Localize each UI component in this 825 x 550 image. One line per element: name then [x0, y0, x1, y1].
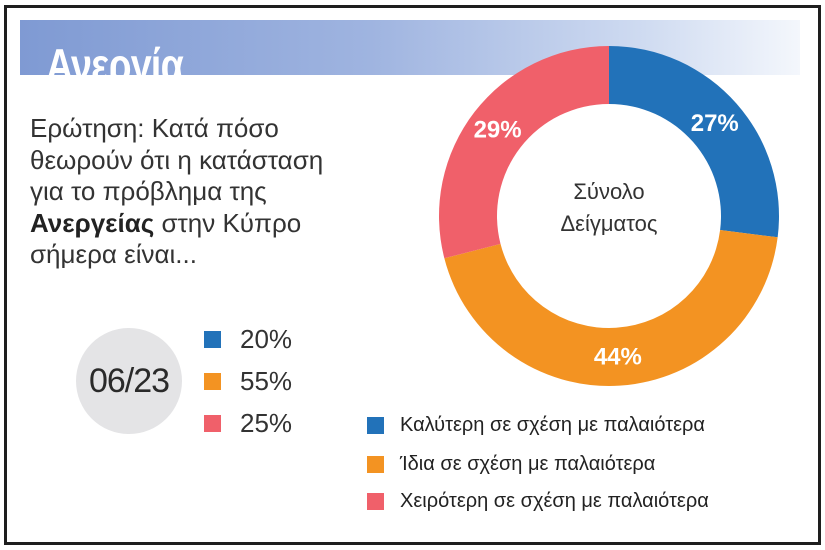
- donut-slice-worse: [438, 46, 609, 259]
- slice-label-worse: 29%: [474, 117, 522, 144]
- legend-item-same: Ίδια σε σχέση με παλαιότερα: [367, 452, 655, 476]
- legend-label-same: Ίδια σε σχέση με παλαιότερα: [400, 452, 656, 475]
- slice-label-same: 44%: [594, 344, 642, 371]
- legend-item-worse: Χειρότερη σε σχέση με παλαιότερα: [367, 489, 709, 513]
- previous-item-better: 20%: [204, 324, 292, 354]
- legend-label-better: Καλύτερη σε σχέση με παλαιότερα: [400, 413, 705, 436]
- donut-slice-better: [609, 46, 779, 238]
- center-label-line-2: Δείγματος: [560, 211, 657, 236]
- legend-label-worse: Χειρότερη σε σχέση με παλαιότερα: [400, 489, 709, 512]
- chart-title: Ανεργία: [46, 39, 184, 91]
- question-text: Ερώτηση: Κατά πόσο θεωρούν ότι η κατάστα…: [30, 113, 360, 271]
- slice-label-better: 27%: [691, 110, 739, 137]
- legend-swatch-worse: [367, 492, 384, 510]
- question-line-5: σήμερα είναι...: [30, 239, 197, 269]
- legend-item-better: Καλύτερη σε σχέση με παλαιότερα: [367, 413, 705, 437]
- previous-value-worse: 25%: [240, 407, 293, 438]
- previous-swatch-worse: [204, 414, 221, 432]
- chart-frame: [4, 5, 821, 545]
- previous-value-same: 55%: [240, 365, 293, 396]
- previous-swatch-same: [204, 372, 221, 390]
- center-label-line-1: Σύνολο: [573, 179, 644, 204]
- question-keyword: Ανεργείας: [30, 207, 155, 238]
- question-line-3: για το πρόβλημα της: [30, 176, 267, 206]
- question-line-2: θεωρούν ότι η κατάσταση: [30, 144, 324, 175]
- question-line-1: Ερώτηση: Κατά πόσο: [30, 113, 279, 143]
- previous-date-badge: 06/23: [76, 328, 182, 434]
- question-line-4-rest: στην Κύπρο: [154, 207, 302, 238]
- legend-swatch-better: [367, 416, 384, 434]
- donut-slice-same: [444, 230, 778, 386]
- previous-swatch-better: [204, 330, 221, 348]
- previous-item-worse: 25%: [204, 408, 292, 438]
- previous-date: 06/23: [88, 362, 170, 400]
- question-line-4: Ανεργείας στην Κύπρο: [30, 208, 360, 240]
- previous-value-better: 20%: [240, 323, 293, 354]
- legend-swatch-same: [367, 455, 384, 473]
- previous-item-same: 55%: [204, 366, 292, 396]
